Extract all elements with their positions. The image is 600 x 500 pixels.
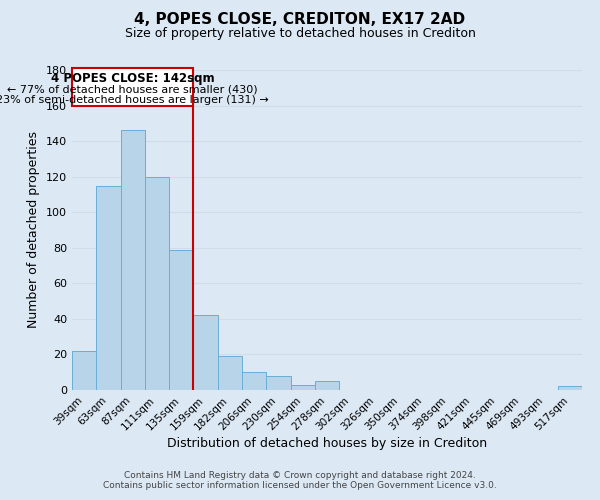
Bar xyxy=(218,356,242,390)
Text: Size of property relative to detached houses in Crediton: Size of property relative to detached ho… xyxy=(125,28,475,40)
Text: 4 POPES CLOSE: 142sqm: 4 POPES CLOSE: 142sqm xyxy=(51,72,215,86)
Bar xyxy=(242,372,266,390)
Bar xyxy=(96,186,121,390)
Bar xyxy=(193,316,218,390)
Bar xyxy=(266,376,290,390)
X-axis label: Distribution of detached houses by size in Crediton: Distribution of detached houses by size … xyxy=(167,438,487,450)
Bar xyxy=(145,176,169,390)
Bar xyxy=(558,386,582,390)
Y-axis label: Number of detached properties: Number of detached properties xyxy=(28,132,40,328)
Text: ← 77% of detached houses are smaller (430): ← 77% of detached houses are smaller (43… xyxy=(7,84,258,94)
FancyBboxPatch shape xyxy=(73,68,193,106)
Bar xyxy=(121,130,145,390)
Text: 23% of semi-detached houses are larger (131) →: 23% of semi-detached houses are larger (… xyxy=(0,95,269,105)
Bar xyxy=(315,381,339,390)
Bar xyxy=(72,351,96,390)
Text: Contains HM Land Registry data © Crown copyright and database right 2024.
Contai: Contains HM Land Registry data © Crown c… xyxy=(103,470,497,490)
Text: 4, POPES CLOSE, CREDITON, EX17 2AD: 4, POPES CLOSE, CREDITON, EX17 2AD xyxy=(134,12,466,28)
Bar xyxy=(290,384,315,390)
Bar xyxy=(169,250,193,390)
